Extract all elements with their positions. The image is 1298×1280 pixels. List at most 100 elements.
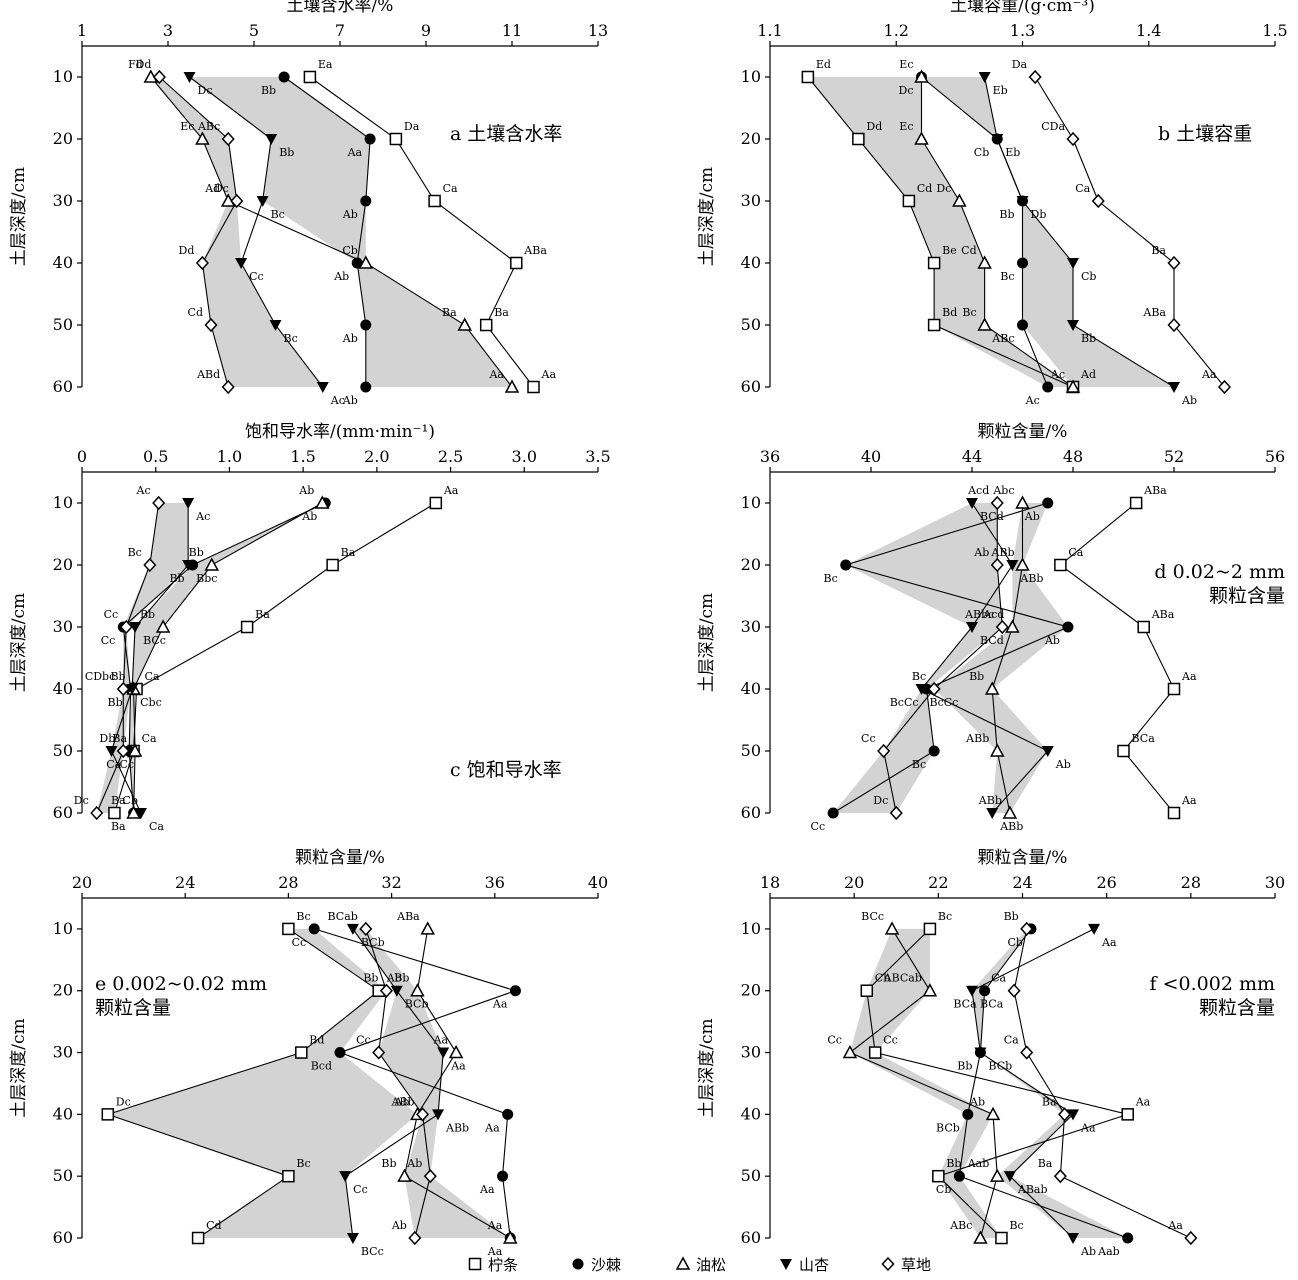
data-point-1-2-50 — [360, 319, 372, 331]
data-point-1-5-60 — [221, 379, 235, 395]
significance-label: Bb — [140, 608, 155, 621]
significance-label: Ba — [112, 732, 127, 745]
data-point-1-1-20 — [389, 132, 403, 146]
data-point-1-1-10 — [303, 70, 317, 84]
data-point-2-3-50 — [977, 317, 992, 331]
significance-label: Ba — [111, 794, 126, 807]
significance-label: Aa — [347, 146, 363, 159]
significance-label: Ca — [149, 820, 164, 833]
significance-label: Cb — [936, 1183, 951, 1196]
data-point-6-3-50 — [989, 1168, 1005, 1182]
significance-label: Bc — [962, 306, 976, 319]
significance-label: BCd — [980, 634, 1004, 647]
data-point-6-5-40 — [1058, 1107, 1072, 1122]
y-tick-label: 60 — [53, 1228, 73, 1247]
significance-label: Ca — [1068, 546, 1083, 559]
significance-label: Ab — [386, 972, 402, 985]
significance-label: ABa — [1151, 608, 1175, 621]
significance-label: BcCc — [890, 696, 919, 709]
y-tick-label: 50 — [741, 1166, 761, 1185]
significance-label: Ab — [1080, 1245, 1096, 1258]
significance-label: Ca — [142, 732, 157, 745]
data-point-2-4-50 — [1067, 320, 1079, 331]
significance-label: Bc — [296, 1157, 310, 1170]
significance-label: Bc — [296, 910, 310, 923]
significance-label: Ab — [393, 1095, 409, 1108]
significance-label: Bb — [189, 546, 204, 559]
significance-label: Ab — [342, 332, 358, 345]
legend-label-5: 草地 — [901, 1256, 931, 1274]
y-tick-label: 50 — [741, 315, 761, 334]
significance-label: BCa — [1132, 732, 1156, 745]
data-point-1-3-50 — [457, 317, 472, 331]
data-point-3-5-50 — [116, 743, 130, 759]
data-point-6-5-50 — [1053, 1169, 1067, 1184]
data-point-3-4-60 — [134, 808, 147, 819]
data-point-6-4-20 — [966, 985, 978, 997]
band-1-2 — [189, 77, 512, 387]
significance-label: Cc — [104, 608, 119, 621]
x-axis-title: 饱和导水率/(mm·min⁻¹) — [245, 422, 435, 442]
data-point-4-2-50 — [928, 745, 940, 757]
x-tick-label: 32 — [381, 873, 401, 892]
y-tick-label: 60 — [53, 377, 73, 396]
significance-label: Ab — [406, 1157, 422, 1170]
significance-label: Ba — [1038, 1157, 1053, 1170]
y-axis-title: 土层深度/cm — [9, 1018, 29, 1117]
y-tick-label: 50 — [741, 741, 761, 760]
y-tick-label: 20 — [741, 555, 761, 574]
y-tick-label: 60 — [741, 1228, 761, 1247]
significance-label: ABb — [390, 1095, 414, 1108]
significance-label: ABc — [949, 1219, 972, 1232]
significance-label: ABCab — [883, 972, 922, 985]
x-tick-label: 13 — [588, 21, 608, 40]
significance-label: Ba — [1042, 1095, 1057, 1108]
data-point-4-3-40 — [984, 681, 1000, 695]
significance-label: Eb — [1005, 146, 1020, 159]
y-axis-title: 土层深度/cm — [9, 593, 29, 692]
significance-label: Db — [99, 732, 115, 745]
series-line-4-3 — [991, 503, 1024, 814]
data-point-5-3-60 — [503, 1230, 518, 1244]
significance-label: Ac — [136, 484, 151, 497]
significance-label: Bc — [938, 910, 952, 923]
data-point-4-4-30 — [966, 622, 978, 633]
x-tick-label: 1.1 — [757, 21, 782, 40]
x-tick-label: 44 — [962, 447, 982, 466]
significance-label: ABa — [1142, 306, 1166, 319]
legend-marker-1 — [468, 1257, 482, 1271]
data-point-6-4-10 — [1088, 923, 1101, 935]
x-tick-label: 0 — [77, 447, 87, 466]
significance-label: Dc — [936, 182, 951, 195]
data-point-6-1-20 — [860, 984, 874, 997]
data-point-5-3-20 — [410, 983, 425, 997]
significance-label: Fd — [128, 58, 143, 71]
series-line-1-1 — [309, 76, 534, 388]
data-point-3-3-20 — [204, 557, 220, 571]
data-point-5-4-50 — [339, 1171, 352, 1183]
y-tick-label: 20 — [53, 555, 73, 574]
data-point-2-1-30 — [902, 194, 916, 208]
significance-label: Aa — [433, 1034, 449, 1047]
data-point-5-4-20 — [390, 985, 403, 997]
data-point-2-3-30 — [952, 193, 967, 207]
significance-label: Aab — [1097, 1245, 1120, 1258]
y-tick-label: 30 — [741, 617, 761, 636]
significance-label: Aa — [1181, 794, 1197, 807]
significance-label: Be — [942, 244, 957, 257]
x-tick-label: 11 — [502, 21, 522, 40]
data-point-5-5-50 — [423, 1169, 437, 1184]
chart-panel-3: 0 0.5 1.0 1.5 2.0 2.5 3.0 3.5 10 20 30 40 50 60 饱和导水率/… — [9, 422, 611, 833]
data-point-5-5-60 — [408, 1230, 422, 1246]
significance-label: Bb — [969, 670, 984, 683]
significance-label: ABd — [196, 368, 220, 381]
series-line-3-5 — [96, 502, 160, 814]
panel-title: f <0.002 mm 颗粒含量 — [1150, 973, 1275, 1019]
significance-label: Cc — [811, 820, 826, 833]
data-point-6-3-20 — [922, 983, 938, 997]
data-point-4-3-50 — [989, 743, 1005, 757]
significance-label: Aa — [1135, 1095, 1151, 1108]
y-axis-title: 土层深度/cm — [697, 167, 717, 266]
x-tick-label: 52 — [1164, 447, 1184, 466]
data-point-4-1-60 — [1167, 806, 1181, 820]
